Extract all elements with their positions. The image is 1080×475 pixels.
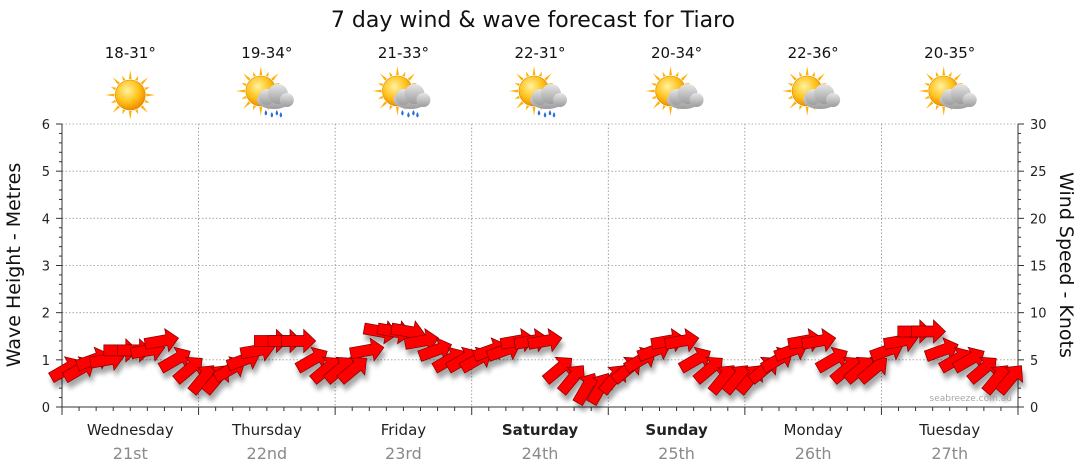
right-tick-label: 0 [1030, 401, 1038, 416]
temperature-range: 20-35° [924, 44, 975, 62]
left-tick-label: 2 [42, 307, 50, 322]
right-tick-label: 30 [1030, 118, 1047, 133]
left-tick-label: 6 [42, 118, 50, 133]
wind-arrow [572, 372, 600, 407]
weather-icons [105, 66, 977, 120]
day-date-label: 25th [658, 444, 695, 463]
wind-arrow [556, 365, 585, 396]
left-tick-label: 0 [42, 401, 50, 416]
wind-arrow [923, 337, 959, 362]
chart-title: 7 day wind & wave forecast for Tiaro [331, 8, 735, 33]
wind-arrow [800, 328, 837, 353]
left-tick-label: 1 [42, 354, 50, 369]
wind-arrows [48, 319, 1024, 407]
watermark: seabreeze.com.au [930, 394, 1012, 404]
day-name-label: Saturday [502, 421, 579, 439]
day-name-label: Tuesday [918, 421, 980, 439]
sun-cloud-icon [918, 66, 977, 116]
wind-arrow [172, 356, 203, 385]
sun-cloud-rain-icon [372, 66, 431, 118]
sun-cloud-icon [645, 66, 704, 116]
day-name-label: Monday [784, 421, 843, 439]
wind-arrow [692, 356, 723, 385]
right-tick-label: 15 [1030, 260, 1047, 275]
day-date-label: 22nd [247, 444, 288, 463]
wind-arrow [403, 328, 440, 353]
day-name-label: Thursday [231, 421, 302, 439]
wind-arrow [911, 319, 947, 344]
wind-arrow [143, 328, 180, 353]
temperature-range: 19-34° [241, 44, 292, 62]
right-tick-label: 25 [1030, 165, 1047, 180]
wind-arrow [417, 337, 453, 362]
wind-arrow [336, 356, 367, 385]
right-axis-label: Wind Speed - Knots [1055, 172, 1077, 358]
right-tick-label: 20 [1030, 212, 1047, 227]
temperature-range: 18-31° [105, 44, 156, 62]
wind-arrow [966, 356, 997, 385]
left-tick-label: 3 [42, 260, 50, 275]
temperature-range: 22-36° [788, 44, 839, 62]
day-date-label: 27th [931, 444, 968, 463]
day-name-label: Wednesday [87, 421, 174, 439]
day-date-label: 26th [795, 444, 832, 463]
wind-arrow [663, 328, 700, 353]
wind-arrow [281, 328, 317, 354]
sun-cloud-icon [782, 66, 841, 116]
left-tick-label: 4 [42, 212, 50, 227]
sun-icon [105, 70, 156, 120]
sun-cloud-rain-icon [235, 66, 294, 118]
day-labels: Wednesday 21st Thursday 22nd Friday 23rd Satur… [87, 421, 980, 463]
day-date-label: 21st [113, 444, 148, 463]
left-axis-label: Wave Height - Metres [3, 163, 25, 367]
wind-arrow [541, 356, 573, 385]
right-tick-label: 10 [1030, 307, 1047, 322]
day-name-label: Sunday [645, 421, 708, 439]
day-name-label: Friday [381, 421, 427, 439]
chart-axes: 0 1 2 3 4 5 6 0 5 10 15 20 25 30 [42, 118, 1047, 416]
right-tick-label: 5 [1030, 354, 1038, 369]
temperature-labels: 18-31° 19-34° 21-33° 22-31° 20-34° 22-36° 20-3… [105, 44, 976, 62]
temperature-range: 22-31° [514, 44, 565, 62]
temperature-range: 21-33° [378, 44, 429, 62]
wind-arrow [994, 365, 1024, 396]
day-date-label: 23rd [385, 444, 422, 463]
wind-arrow [349, 337, 385, 362]
day-date-label: 24th [522, 444, 559, 463]
temperature-range: 20-34° [651, 44, 702, 62]
wind-arrow [527, 328, 563, 353]
sun-cloud-rain-icon [509, 66, 567, 118]
left-tick-label: 5 [42, 165, 50, 180]
